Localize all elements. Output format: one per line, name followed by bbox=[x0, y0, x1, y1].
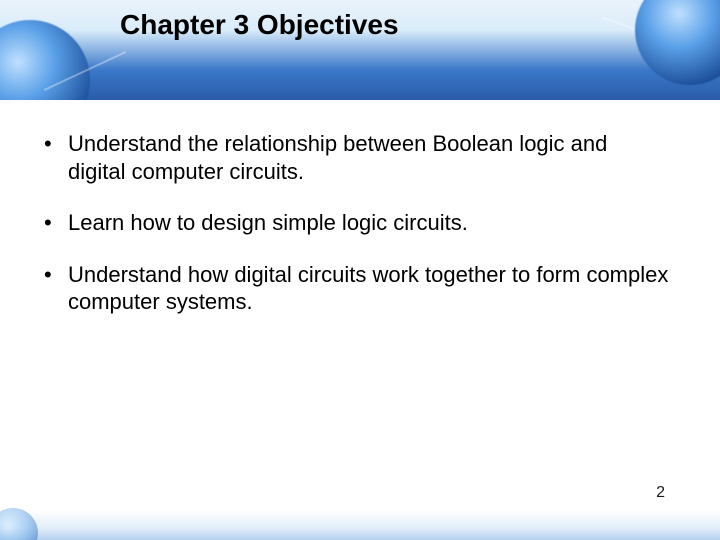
title-container: Chapter 3 Objectives bbox=[0, 8, 720, 42]
footer-band bbox=[0, 510, 720, 540]
header-accent-line bbox=[44, 51, 126, 91]
content-area: Understand the relationship between Bool… bbox=[40, 130, 670, 340]
slide: Chapter 3 Objectives Understand the rela… bbox=[0, 0, 720, 540]
page-number: 2 bbox=[656, 484, 665, 502]
list-item: Understand how digital circuits work tog… bbox=[40, 261, 670, 316]
list-item: Understand the relationship between Bool… bbox=[40, 130, 670, 185]
bullet-list: Understand the relationship between Bool… bbox=[40, 130, 670, 316]
list-item: Learn how to design simple logic circuit… bbox=[40, 209, 670, 237]
page-title: Chapter 3 Objectives bbox=[120, 8, 720, 42]
